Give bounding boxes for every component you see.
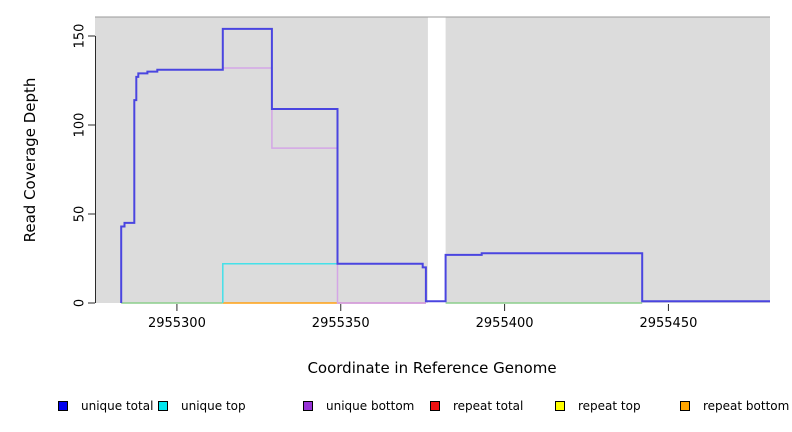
- legend-swatch-icon: [158, 401, 168, 411]
- legend-label: unique bottom: [326, 399, 415, 413]
- x-tick-label: 2955300: [147, 316, 206, 331]
- y-tick-label: 0: [72, 298, 88, 308]
- series-unique-total: [120, 27, 770, 303]
- x-tick-label: 2955450: [639, 316, 698, 331]
- legend-item-repeat-top: repeat top: [555, 399, 641, 413]
- masked-region: [427, 17, 446, 303]
- series-unique-bottom: [222, 67, 426, 304]
- y-axis-title: Read Coverage Depth: [21, 77, 39, 243]
- legend-label: unique top: [181, 399, 246, 413]
- legend-item-unique-bottom: unique bottom: [303, 399, 414, 413]
- legend-label: repeat top: [578, 399, 641, 413]
- y-tick-label: 100: [72, 112, 88, 138]
- legend-item-unique-top: unique top: [158, 399, 246, 413]
- legend-label: repeat bottom: [703, 399, 790, 413]
- x-axis-title: Coordinate in Reference Genome: [307, 359, 557, 377]
- x-tick-label: 2955350: [311, 316, 370, 331]
- legend-item-unique-total: unique total: [58, 399, 153, 413]
- legend-item-repeat-bottom: repeat bottom: [680, 399, 789, 413]
- legend-swatch-icon: [555, 401, 565, 411]
- series-unique-top: [222, 263, 338, 303]
- legend-swatch-icon: [680, 401, 690, 411]
- legend-label: unique total: [81, 399, 154, 413]
- x-tick-label: 2955400: [475, 316, 534, 331]
- legend-label: repeat total: [453, 399, 524, 413]
- legend-swatch-icon: [303, 401, 313, 411]
- legend-swatch-icon: [430, 401, 440, 411]
- legend-swatch-icon: [58, 401, 68, 411]
- y-tick-label: 150: [72, 23, 88, 49]
- legend-item-repeat-total: repeat total: [430, 399, 523, 413]
- y-tick-label: 50: [72, 205, 88, 223]
